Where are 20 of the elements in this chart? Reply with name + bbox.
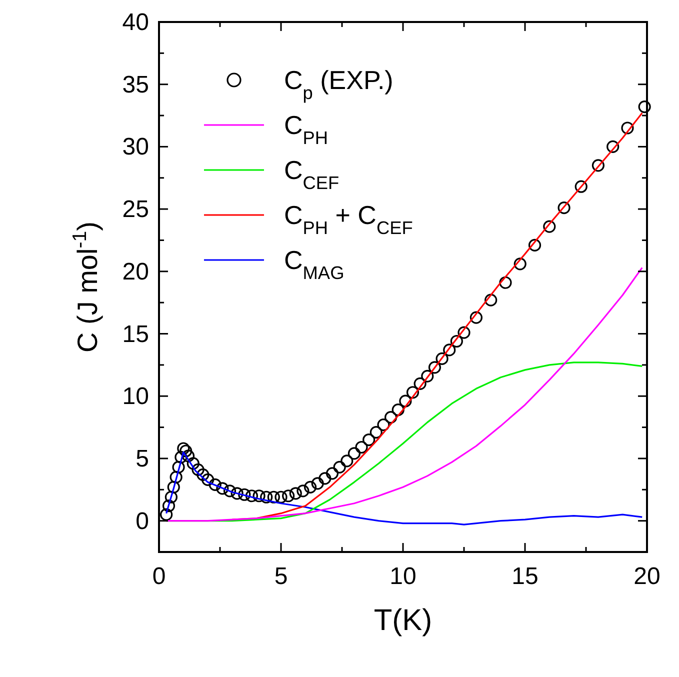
y-tick-label: 0 [136, 508, 149, 535]
legend-label: C$_{MAG}$ [284, 245, 344, 283]
y-tick-label: 35 [122, 71, 149, 98]
y-tick-label: 20 [122, 258, 149, 286]
x-tick-label: 10 [390, 563, 416, 590]
legend-label: C$_{PH}$ + C$_{CEF}$ [284, 200, 413, 238]
x-tick-label: 5 [274, 563, 288, 590]
y-tick-label: 5 [136, 445, 149, 472]
y-tick-label: 40 [122, 9, 149, 36]
legend-label: C$_{PH}$ [284, 110, 328, 148]
x-tick-label: 20 [634, 563, 660, 590]
y-tick-label: 25 [122, 196, 149, 224]
y-tick-label: 10 [122, 383, 149, 410]
legend-label: C$_{p}$ (EXP.) [284, 65, 394, 103]
y-tick-label: 30 [122, 134, 149, 161]
legend-label: C$_{CEF}$ [284, 155, 340, 193]
x-tick-label: 0 [152, 563, 166, 590]
x-axis-title: T(K) [374, 604, 432, 637]
x-tick-label: 15 [512, 563, 538, 590]
y-tick-label: 15 [122, 320, 149, 348]
